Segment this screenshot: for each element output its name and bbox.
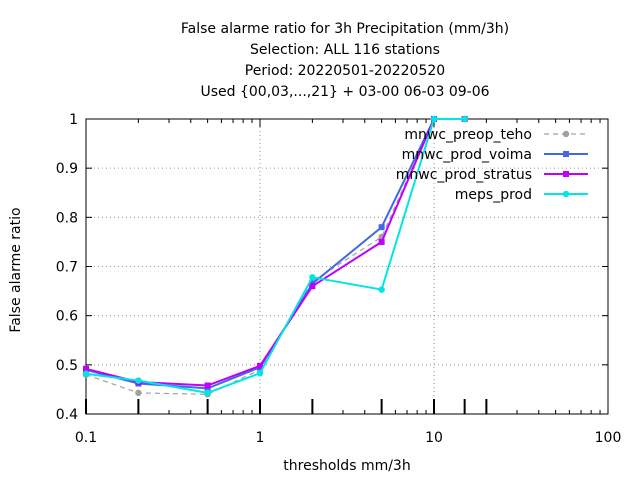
x-tick-label: 1 [256, 430, 265, 446]
legend: mnwc_preop_teho mnwc_prod_voima mnwc_prod_… [396, 127, 588, 203]
legend-marker-mnwc_prod_voima [563, 151, 569, 157]
series-line-mnwc_preop_teho [85, 118, 465, 395]
x-axis-label: thresholds mm/3h [283, 458, 410, 474]
data-point-mnwc_prod_stratus [204, 382, 211, 389]
data-point-mnwc_prod_stratus [257, 362, 263, 369]
data-point-meps_prod [378, 286, 385, 293]
data-point-meps_prod [135, 377, 142, 384]
title-line-3: Period: 20220501-20220520 [245, 63, 445, 79]
grid [86, 119, 608, 414]
data-point-mnwc_prod_stratus [83, 365, 89, 372]
y-tick-label: 0.6 [56, 309, 78, 325]
legend-marker-meps_prod [562, 190, 570, 198]
data-point-meps_prod [430, 115, 438, 123]
data-point-meps_prod [461, 115, 468, 123]
chart-title: False alarme ratio for 3h Precipitation … [181, 21, 509, 100]
x-tick-label: 100 [595, 430, 622, 446]
data-point-mnwc_preop_teho [135, 389, 142, 397]
legend-label-meps_prod: meps_prod [455, 187, 532, 203]
legend-label-mnwc_prod_voima: mnwc_prod_voima [402, 147, 532, 163]
series-group [82, 115, 468, 398]
title-line-2: Selection: ALL 116 stations [250, 42, 440, 58]
data-point-mnwc_prod_voima [378, 224, 385, 231]
data-point-mnwc_prod_stratus [309, 283, 316, 290]
data-point-mnwc_prod_stratus [378, 238, 385, 245]
data-point-meps_prod [204, 389, 211, 397]
y-axis-label: False alarme ratio [8, 207, 24, 332]
y-tick-label: 0.4 [56, 407, 78, 423]
data-point-meps_prod [309, 274, 316, 281]
data-point-meps_prod [256, 369, 264, 377]
y-tick-label: 0.5 [56, 358, 78, 374]
title-line-4: Used {00,03,...,21} + 03-00 06-03 09-06 [200, 84, 489, 100]
legend-label-mnwc_prod_stratus: mnwc_prod_stratus [396, 167, 532, 183]
axis-ticks: 0.4 0.5 0.6 0.7 0.8 0.9 1 0.1 1 10 100 [56, 112, 622, 446]
y-tick-label: 0.8 [56, 210, 78, 226]
x-tick-label: 0.1 [75, 430, 97, 446]
threshold-marks [85, 399, 488, 414]
series-line-meps_prod [85, 118, 465, 394]
legend-marker-mnwc_prod_stratus [563, 171, 569, 177]
y-tick-label: 1 [69, 112, 78, 128]
title-line-1: False alarme ratio for 3h Precipitation … [181, 21, 509, 37]
legend-label-mnwc_preop_teho: mnwc_preop_teho [404, 127, 532, 143]
data-point-meps_prod [82, 370, 90, 377]
x-tick-label: 10 [425, 430, 443, 446]
legend-marker-mnwc_preop_teho [562, 130, 570, 138]
y-tick-label: 0.7 [56, 260, 78, 276]
y-tick-label: 0.9 [56, 161, 78, 177]
